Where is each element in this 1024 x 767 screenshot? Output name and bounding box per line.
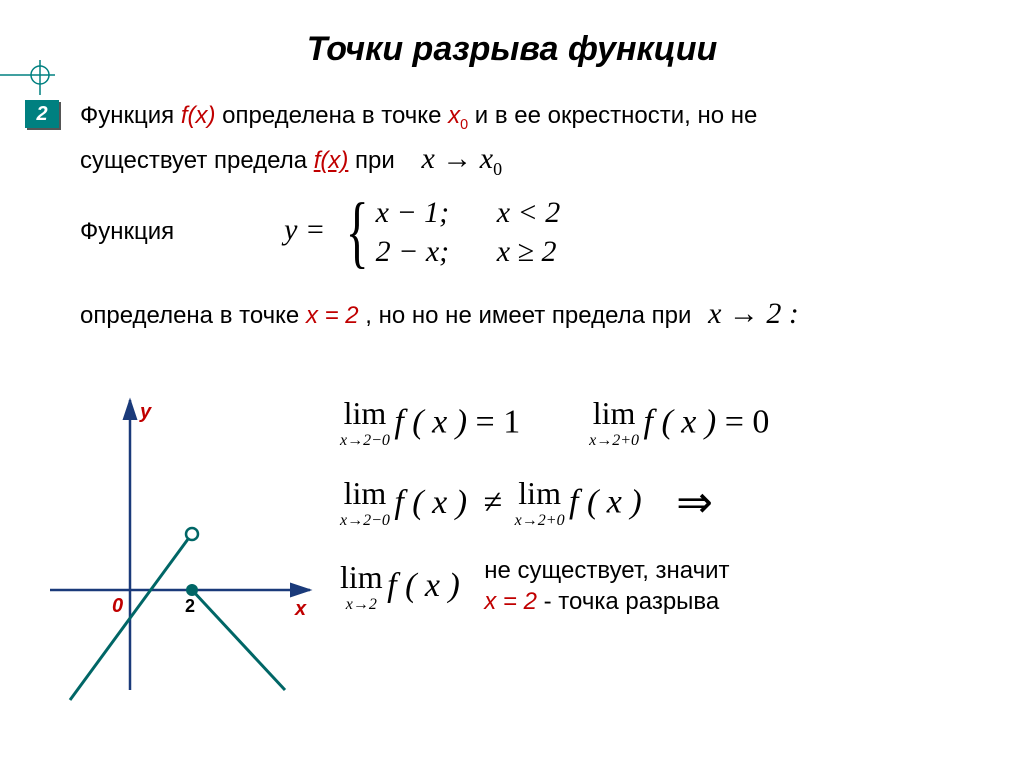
lim-right-2: lim x→2+0 [515, 475, 565, 530]
piece-2: 2 − x; [376, 232, 450, 271]
p3-xeq2: x = 2 [306, 302, 359, 329]
lim-left-2: lim x→2−0 [340, 475, 390, 530]
paragraph-1: Функция f(x) определена в точке x0 и в е… [80, 98, 980, 136]
corner-decoration [0, 55, 70, 95]
limits-row-1: lim x→2−0 f ( x ) = 1 lim x→2+0 f ( x ) … [340, 395, 1000, 450]
y-axis-label: y [139, 401, 152, 423]
function-graph: y x 0 2 [40, 390, 320, 710]
limits-row-3: lim x→2 f ( x ) не существует, значит x … [340, 555, 1000, 617]
p1-fx: f(x) [181, 102, 216, 129]
implies-arrow-icon: ⇒ [676, 477, 713, 528]
origin-label: 0 [112, 595, 123, 617]
conclusion-b: - точка разрыва [537, 588, 719, 615]
limits-block: lim x→2−0 f ( x ) = 1 lim x→2+0 f ( x ) … [340, 395, 1000, 642]
tick-2: 2 [185, 596, 195, 616]
y-equals: y = [284, 213, 325, 246]
conclusion-x2: x = 2 [484, 588, 537, 615]
conclusion-a: не существует, значит [484, 557, 729, 584]
p1-x0: x0 [448, 102, 468, 129]
conclusion: не существует, значит x = 2 - точка разр… [484, 555, 729, 617]
p2-fx: f(x) [314, 147, 349, 174]
piecewise: y = { x − 1; 2 − x; x < 2 x ≥ 2 [284, 193, 560, 271]
lim-right-expr-2: f ( x ) [569, 484, 642, 521]
lim-both: lim x→2 [340, 559, 383, 614]
piece-1: x − 1; [376, 193, 450, 232]
limits-row-2: lim x→2−0 f ( x ) ≠ lim x→2+0 f ( x ) ⇒ [340, 475, 1000, 530]
page-title: Точки разрыва функции [0, 0, 1024, 69]
lim-left-expr: f ( x ) = 1 [394, 404, 520, 441]
paragraph-3: определена в точке x = 2 , но но не имее… [80, 291, 980, 336]
content-area: Функция f(x) определена в точке x0 и в е… [80, 98, 980, 336]
x-axis-label: x [294, 598, 307, 620]
p2-limit: x → x0 [421, 142, 502, 175]
lim-right: lim x→2+0 [589, 395, 639, 450]
section-badge: 2 [25, 100, 59, 128]
cond-1: x < 2 [497, 193, 561, 232]
func-label: Функция [80, 214, 174, 250]
lim-left: lim x→2−0 [340, 395, 390, 450]
p3-text-a: определена в точке [80, 302, 306, 329]
function-definition: Функция y = { x − 1; 2 − x; x < 2 x ≥ 2 [80, 193, 980, 271]
p1-text-c: и в ее окрестности, но не [468, 102, 757, 129]
p1-text-b: определена в точке [215, 102, 448, 129]
cond-2: x ≥ 2 [497, 232, 561, 271]
lim-both-expr: f ( x ) [387, 567, 460, 604]
p3-text-b: , но но не имеет предела при [359, 302, 698, 329]
lim-left-expr-2: f ( x ) ≠ [394, 484, 510, 521]
paragraph-2: существует предела f(x) при x → x0 [80, 136, 980, 183]
p2-text-a: существует предела [80, 147, 314, 174]
open-point [186, 528, 198, 540]
lim-right-expr: f ( x ) = 0 [644, 404, 770, 441]
p2-text-b: при [348, 147, 401, 174]
p1-text-a: Функция [80, 102, 181, 129]
closed-point [186, 584, 198, 596]
p3-limit: x → 2 : [708, 297, 799, 330]
